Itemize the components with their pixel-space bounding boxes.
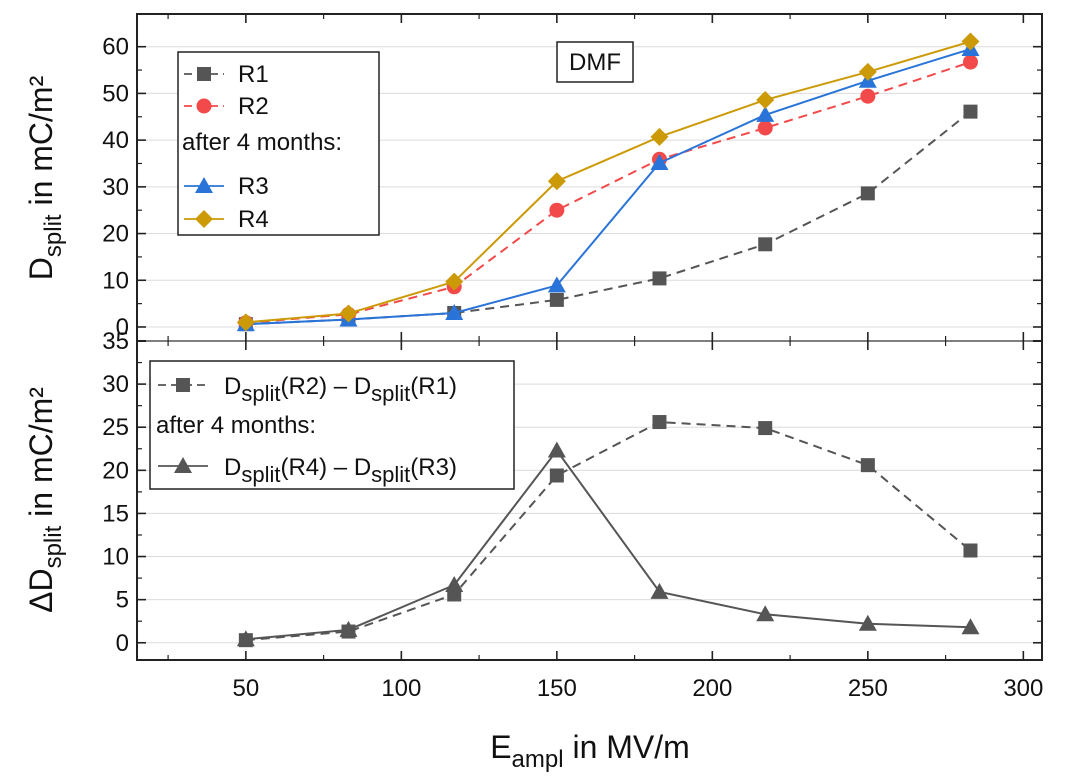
top-series-4-line — [245, 40, 971, 324]
bottom-legend-box — [149, 360, 515, 490]
tick-layer: 0 10 20 30 40 50 60 0 5 10 15 20 25 30 35 50 100 150 200 25… — [102, 14, 1043, 702]
bottom-series-1-point — [652, 415, 667, 430]
bottom-series-2-point — [445, 575, 464, 592]
legend-r2-marker — [196, 98, 212, 114]
top-y-tick-label: 20 — [102, 221, 129, 248]
top-series-1-point — [652, 271, 667, 286]
bottom-y-tick-label: 30 — [102, 371, 129, 398]
top-y-tick-label: 30 — [102, 174, 129, 201]
bottom-series-1-point — [758, 421, 773, 436]
top-series-4-point — [236, 313, 255, 332]
series-layer — [236, 32, 980, 648]
x-tick-label: 250 — [848, 675, 888, 702]
bottom-series-1-point — [549, 468, 564, 483]
legend-diff1-label: Dsplit(R2) – Dsplit(R1) — [224, 373, 457, 406]
legend-diff2-label: Dsplit(R4) – Dsplit(R3) — [224, 454, 457, 487]
legend-r3-label: R3 — [238, 173, 269, 200]
bottom-series-2-point — [858, 614, 877, 631]
legend-r4-label: R4 — [238, 206, 269, 233]
legend-diff2-marker — [174, 457, 192, 473]
bottom-series-2-point — [547, 441, 566, 458]
bottom-y-tick-label: 20 — [102, 457, 129, 484]
bottom-series-2-point — [236, 630, 255, 647]
top-y-tick-label: 40 — [102, 127, 129, 154]
x-axis-label: Eampl in MV/m — [490, 729, 690, 773]
bottom-series-1-point — [860, 458, 875, 473]
top-series-1-point — [758, 237, 773, 252]
bottom-series-2-point — [756, 605, 775, 622]
bottom-series-1-point — [963, 543, 978, 558]
bottom-series-2-point — [339, 620, 358, 637]
legend-r4-marker — [195, 210, 213, 228]
bottom-y-tick-label: 10 — [102, 544, 129, 571]
bottom-y-tick-label: 25 — [102, 414, 129, 441]
top-series-1-point — [860, 186, 875, 201]
top-series-4-point — [650, 127, 669, 146]
bottom-y-tick-label: 5 — [116, 587, 129, 614]
x-tick-label: 100 — [381, 675, 421, 702]
top-series-4-point — [756, 90, 775, 109]
top-series-4-point — [858, 62, 877, 81]
bottom-series-2-point — [650, 582, 669, 599]
top-series-4-point — [339, 304, 358, 323]
top-legend: R1 R2 after 4 months: R3 R4 — [177, 51, 380, 236]
top-y-axis-label: Dsplit in mC/m² — [23, 75, 67, 280]
bottom-series-2-line — [245, 448, 971, 641]
bottom-legend-note: after 4 months: — [156, 412, 316, 439]
top-y-tick-label: 10 — [102, 267, 129, 294]
top-y-tick-label: 50 — [102, 80, 129, 107]
legend-diff1-marker — [176, 378, 190, 392]
top-series-4-point — [445, 272, 464, 291]
dmf-annotation-box — [556, 41, 634, 83]
top-legend-note: after 4 months: — [182, 129, 342, 156]
legend-r1-marker — [197, 67, 211, 81]
bottom-y-tick-label: 0 — [116, 630, 129, 657]
x-tick-label: 150 — [537, 675, 577, 702]
top-series-4-point — [961, 32, 980, 51]
top-series-1-point — [963, 104, 978, 119]
bottom-y-axis-label: ΔDsplit in mC/m² — [23, 387, 67, 613]
dmf-annotation: DMF — [569, 49, 621, 76]
top-y-tick-label: 60 — [102, 34, 129, 61]
top-series-2-point — [757, 120, 773, 136]
top-series-3-point — [756, 105, 775, 122]
bottom-series-1-line — [245, 421, 972, 642]
legend-r1-label: R1 — [238, 61, 269, 88]
top-series-2-point — [860, 88, 876, 104]
top-series-2-point — [962, 54, 978, 70]
bottom-legend: Dsplit(R2) – Dsplit(R1) after 4 months: … — [149, 360, 515, 490]
top-series-3-point — [445, 303, 464, 320]
top-legend-box — [177, 51, 380, 236]
top-series-2-line — [245, 61, 971, 324]
x-tick-label: 200 — [692, 675, 732, 702]
top-series-4-point — [547, 172, 566, 191]
x-tick-label: 300 — [1003, 675, 1043, 702]
top-series-3-point — [547, 276, 566, 293]
bottom-y-tick-label: 35 — [102, 328, 129, 355]
top-series-3-line — [245, 48, 971, 326]
legend-r2-label: R2 — [238, 93, 269, 120]
top-series-2-point — [549, 202, 565, 218]
top-series-3-point — [650, 154, 669, 171]
bottom-y-tick-label: 15 — [102, 500, 129, 527]
top-y-tick-label: 0 — [116, 314, 129, 341]
legend-r3-marker — [195, 177, 213, 193]
top-series-1-point — [549, 292, 564, 307]
bottom-series-2-point — [961, 618, 980, 635]
x-tick-label: 50 — [232, 675, 259, 702]
